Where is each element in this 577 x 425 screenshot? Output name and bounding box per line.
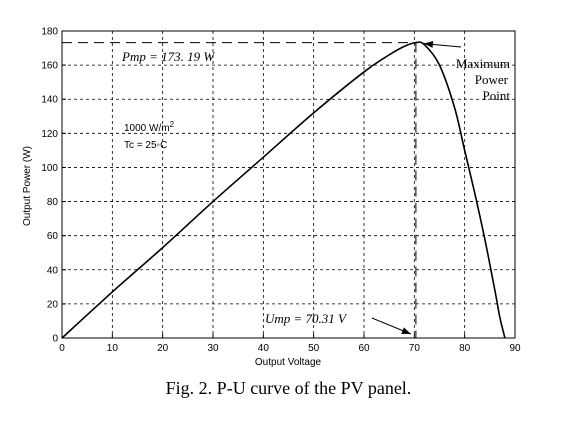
x-tick-label: 80 bbox=[459, 343, 471, 354]
series-layer bbox=[61, 41, 506, 339]
x-tick-label: 10 bbox=[107, 343, 119, 354]
plot-frame bbox=[61, 30, 516, 339]
x-tick-label: 70 bbox=[409, 343, 421, 354]
figure-caption: Fig. 2. P-U curve of the PV panel. bbox=[165, 378, 412, 398]
x-tick-label: 0 bbox=[59, 343, 65, 354]
y-tick-label: 180 bbox=[41, 27, 58, 38]
irradiance-superscript: 2 bbox=[170, 120, 175, 129]
grid-lines bbox=[62, 31, 515, 338]
y-tick-labels: 0 20 40 60 80 100 120 140 160 180 bbox=[41, 27, 58, 345]
y-tick-label: 20 bbox=[47, 299, 59, 310]
x-tick-label: 40 bbox=[258, 343, 270, 354]
mpp-arrow-head bbox=[423, 40, 434, 48]
y-tick-label: 120 bbox=[41, 129, 58, 140]
y-tick-label: 140 bbox=[41, 95, 58, 106]
y-tick-label: 80 bbox=[47, 197, 59, 208]
x-tick-label: 20 bbox=[157, 343, 169, 354]
y-axis-title: Output Power (W) bbox=[22, 146, 33, 226]
temperature-label: Tc = 25◦C bbox=[124, 140, 167, 151]
y-tick-label: 160 bbox=[41, 61, 58, 72]
ump-annotation: Ump = 70.31 V bbox=[265, 311, 348, 326]
irradiance-label: 1000 W/m2 bbox=[124, 120, 175, 134]
x-tick-label: 90 bbox=[509, 343, 521, 354]
annotation-layer bbox=[62, 40, 462, 338]
x-tick-label: 60 bbox=[358, 343, 370, 354]
y-tick-label: 40 bbox=[47, 265, 59, 276]
x-tick-labels: 0 10 20 30 40 50 60 70 80 90 bbox=[59, 343, 521, 354]
x-axis-title: Output Voltage bbox=[255, 357, 322, 368]
pu-curve-line bbox=[61, 41, 506, 339]
y-tick-label: 0 bbox=[52, 334, 58, 345]
y-tick-label: 100 bbox=[41, 163, 58, 174]
x-tick-label: 50 bbox=[308, 343, 320, 354]
y-tick-label: 60 bbox=[47, 231, 59, 242]
mpp-label-line2: Power bbox=[475, 72, 509, 87]
mpp-label-line1: Maximum bbox=[456, 56, 510, 71]
mpp-label-line3: Point bbox=[483, 88, 511, 103]
pu-curve-chart: 0 10 20 30 40 50 60 70 80 90 0 20 40 60 80 100 120 140 16… bbox=[22, 27, 521, 369]
pmp-annotation: Pmp = 173. 19 W bbox=[121, 49, 215, 64]
plot-border bbox=[61, 30, 516, 339]
ump-arrow-head bbox=[401, 327, 411, 334]
x-tick-label: 30 bbox=[207, 343, 219, 354]
irradiance-value: 1000 W/m bbox=[124, 123, 170, 134]
